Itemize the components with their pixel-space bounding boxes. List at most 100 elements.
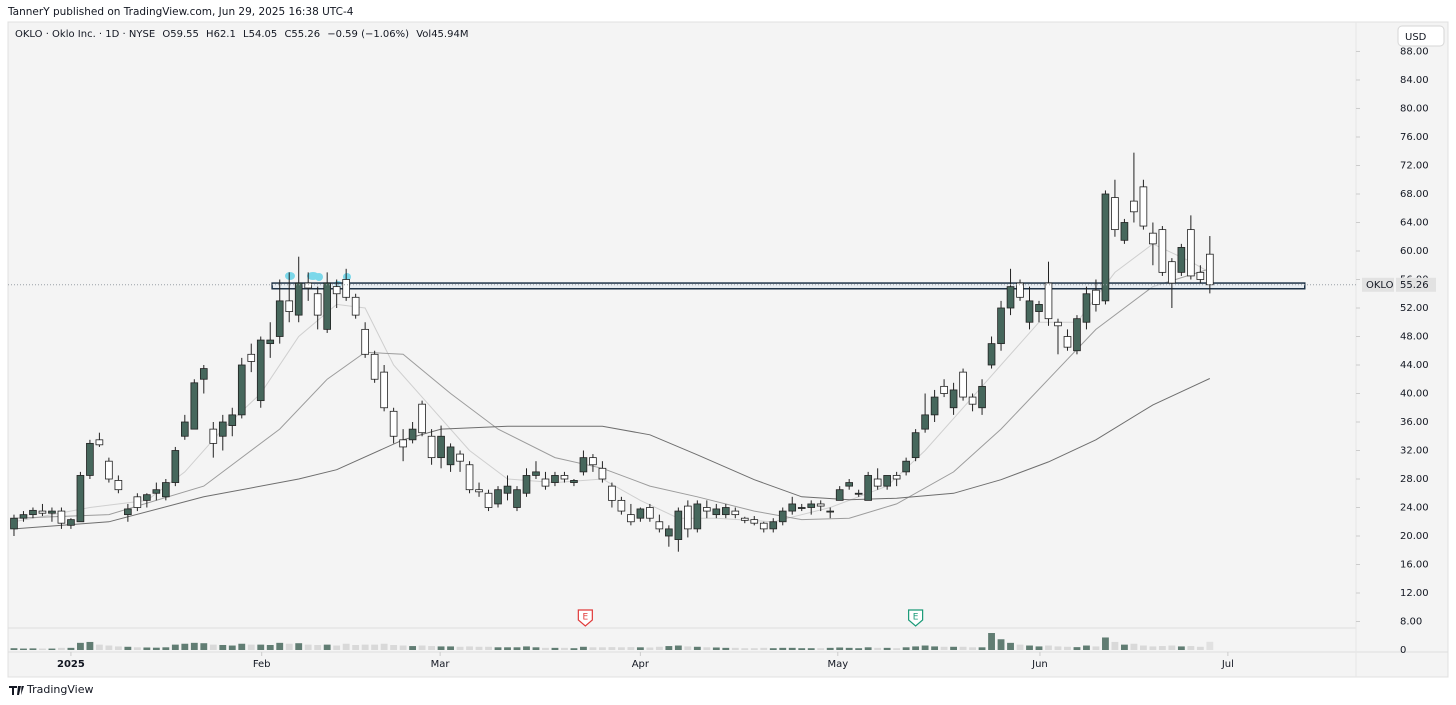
y-tick-label: 28.00: [1400, 474, 1429, 485]
candle-body: [76, 475, 85, 523]
volume-bar: [731, 647, 739, 650]
dot: [343, 273, 351, 281]
volume-bar: [399, 645, 407, 650]
currency-box[interactable]: [1397, 25, 1445, 47]
candle-body: [1092, 289, 1100, 305]
candle-body: [873, 478, 882, 487]
volume-bar: [1083, 645, 1090, 650]
legend-change: −0.59 (−1.06%): [327, 29, 409, 40]
y-tick-label: 20.00: [1400, 531, 1429, 542]
volume-bar: [333, 645, 341, 650]
volume-bar: [703, 647, 711, 650]
volume-bar: [1092, 646, 1100, 650]
candle-body: [589, 457, 597, 466]
candle-body: [304, 282, 313, 289]
volume-tick-label: 0: [1400, 645, 1406, 656]
volume-bar: [741, 648, 749, 650]
candle-body: [256, 339, 265, 402]
legend-close: 55.26: [291, 29, 320, 40]
candle-body: [1196, 271, 1205, 280]
publisher: TannerY published on TradingView.com, Ju…: [7, 6, 354, 18]
volume-bar: [570, 648, 578, 650]
y-tick-label: 16.00: [1400, 560, 1429, 571]
candle-body: [1158, 229, 1167, 273]
candle-body: [285, 300, 294, 312]
candle-body: [902, 460, 910, 473]
volume-bar: [152, 647, 160, 650]
volume-bar: [1139, 645, 1147, 650]
candle-body: [1111, 197, 1119, 231]
volume-bar: [266, 644, 274, 650]
candle-body: [494, 489, 502, 505]
y-tick-label: 8.00: [1400, 617, 1422, 628]
volume-bar: [285, 643, 293, 650]
volume-bar: [627, 647, 635, 650]
candle-body: [503, 485, 512, 494]
volume-bar: [1177, 646, 1185, 650]
candle-body: [294, 282, 303, 316]
candle-body: [921, 414, 929, 430]
volume-bar: [617, 647, 625, 650]
candle-body: [788, 503, 797, 512]
candle-body: [38, 510, 47, 514]
candle-body: [427, 435, 436, 459]
candle-body: [484, 492, 493, 508]
candle-body: [978, 385, 986, 409]
y-tick-label: 76.00: [1400, 132, 1429, 143]
volume-bar: [1149, 646, 1157, 650]
candle-body: [351, 296, 360, 316]
moving-average: [13, 378, 1211, 530]
candle-body: [940, 385, 948, 394]
volume-bar: [836, 647, 844, 650]
volume-bar: [209, 644, 217, 650]
logo-mark: [9, 686, 24, 695]
volume-bar: [788, 647, 796, 650]
volume-bar: [1026, 645, 1033, 650]
candle-body: [1082, 293, 1091, 323]
ticker-box: [1362, 277, 1394, 292]
volume-bar: [39, 648, 46, 650]
currency-button[interactable]: USD: [1397, 25, 1445, 47]
chart-pane: [7, 21, 1449, 678]
volume-bar: [238, 643, 246, 650]
y-tick-label: 88.00: [1400, 46, 1429, 57]
candle-body: [105, 460, 113, 480]
candle-body: [180, 421, 189, 437]
candle-body: [1206, 253, 1214, 286]
volume-bar: [48, 648, 56, 650]
legend-open: 59.55: [170, 29, 199, 40]
legend-volume: 45.94M: [431, 29, 468, 40]
y-tick-label: 64.00: [1400, 217, 1429, 228]
volume-bar: [665, 646, 673, 650]
volume-bar: [10, 648, 18, 650]
price-box: [1396, 277, 1436, 292]
volume-bar: [655, 646, 663, 650]
y-tick-label: 72.00: [1400, 160, 1429, 171]
candle-body: [389, 410, 398, 437]
volume-bar: [219, 644, 227, 650]
candle-body: [323, 282, 331, 330]
y-tick-label: 12.00: [1400, 588, 1429, 599]
volume-bar: [352, 644, 360, 650]
candle-body: [769, 521, 778, 530]
candle-body: [446, 446, 455, 466]
volume-bar: [181, 643, 189, 650]
candle-body: [655, 521, 664, 530]
event-marker: [577, 609, 593, 627]
volume-bar: [1111, 641, 1119, 650]
volume-bar: [133, 647, 141, 650]
candle-body: [48, 510, 56, 514]
candle-body: [712, 508, 721, 516]
volume-bar: [826, 647, 834, 650]
volume-bar: [589, 647, 597, 650]
candle-body: [370, 353, 379, 380]
volume-bar: [551, 647, 559, 650]
volume-bar: [969, 647, 976, 650]
volume-bar: [1007, 642, 1014, 650]
currency[interactable]: USD: [1405, 32, 1427, 43]
volume-bar: [447, 646, 454, 650]
candle-body: [513, 489, 521, 508]
candle-body: [266, 339, 275, 345]
candle-body: [1044, 282, 1053, 320]
